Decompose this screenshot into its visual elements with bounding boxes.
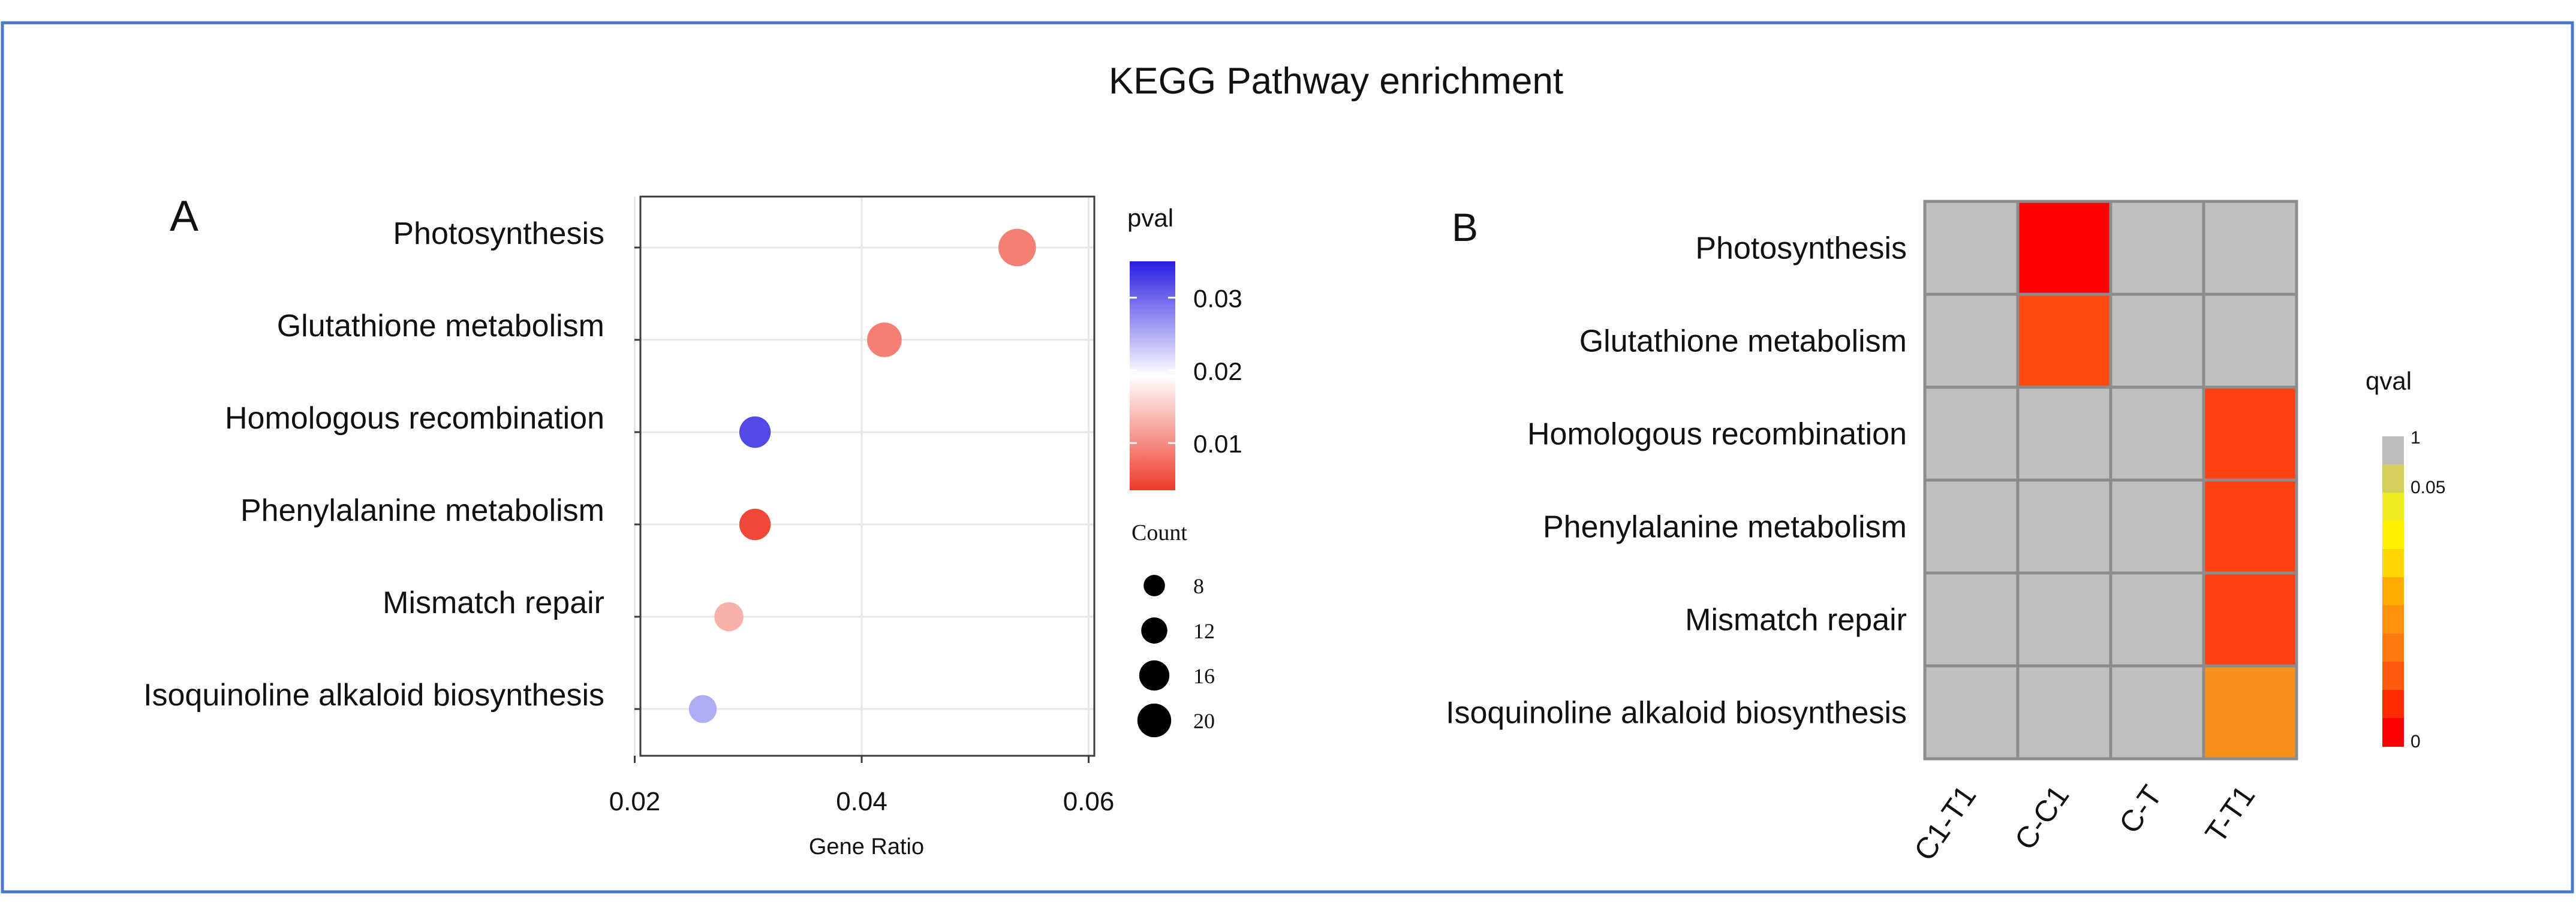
qval-legend-segment [2382,662,2404,690]
panel-b-heatmap: B Photosynthesis Glutathione metabolism Ho… [1446,200,2445,867]
category-label: Glutathione metabolism [277,309,604,343]
heatmap-cell [2109,385,2205,482]
qval-legend-segment [2382,493,2404,521]
panel-b-row-labels: Photosynthesis Glutathione metabolism Homo… [1446,231,1907,731]
heatmap-cell [2202,385,2298,482]
qval-legend-title: qval [2366,367,2412,395]
panel-b-label: B [1452,205,1478,249]
count-legend-label: 20 [1193,709,1215,733]
qval-legend-segment [2382,577,2404,606]
row-label: Glutathione metabolism [1579,324,1907,359]
qval-legend-segment [2382,634,2404,662]
panel-a-label: A [170,192,198,240]
heatmap-cell [2202,664,2298,761]
count-legend: 8 12 16 20 [1137,574,1215,738]
category-label: Homologous recombination [225,401,604,436]
data-point [739,508,771,541]
heatmap-cell [2202,200,2298,296]
panel-a-x-axis: 0.02 0.04 0.06 [609,756,1115,816]
heatmap-cell [2109,478,2205,575]
qval-legend-segment [2382,605,2404,634]
heatmap-cell [2016,385,2112,482]
count-legend-title: Count [1131,520,1187,545]
heatmap-cell [1923,478,2020,575]
count-legend-label: 12 [1193,619,1215,643]
data-point [688,695,717,723]
category-label: Photosynthesis [393,216,604,251]
qval-legend-segment [2382,436,2404,465]
heatmap-cell [2016,200,2112,296]
x-tick-label: 0.04 [836,787,887,816]
pval-legend-title: pval [1127,204,1173,232]
data-point [739,416,771,448]
qval-legend-label: 1 [2411,428,2421,448]
panel-a-plot-frame [639,195,1096,757]
pval-tick-label: 0.02 [1193,357,1242,385]
row-label: Photosynthesis [1695,231,1907,266]
panel-a-x-label: Gene Ratio [809,834,924,859]
heatmap-cell [1923,571,2020,668]
qval-legend-label: 0 [2411,732,2421,752]
heatmap-cell [2109,571,2205,668]
qval-legend-segment [2382,549,2404,578]
heatmap-cell [2109,292,2205,389]
heatmap-cell [1923,385,2020,482]
heatmap-cell [2016,571,2112,668]
x-tick-label: 0.02 [609,787,661,816]
pval-tick-label: 0.01 [1193,430,1242,458]
count-legend-label: 8 [1193,574,1204,598]
data-point [867,322,902,357]
pval-tick-label: 0.03 [1193,285,1242,313]
heatmap-cell [2016,478,2112,575]
heatmap-cell [1923,200,2020,296]
qval-legend-segment [2382,464,2404,493]
row-label: Isoquinoline alkaloid biosynthesis [1446,696,1907,731]
qval-legend-segment [2382,690,2404,719]
heatmap-cell [2202,478,2298,575]
count-legend-dot [1137,703,1172,738]
count-legend-dot [1139,660,1170,691]
category-label: Mismatch repair [383,586,604,620]
row-label: Phenylalanine metabolism [1543,510,1907,545]
count-legend-dot [1143,575,1165,596]
data-point [714,602,744,632]
figure-title: KEGG Pathway enrichment [1109,61,1563,102]
count-legend-label: 16 [1193,664,1215,688]
category-label: Isoquinoline alkaloid biosynthesis [143,678,604,713]
panel-b-cells [1923,200,2298,761]
heatmap-cell [2202,571,2298,668]
qval-legend-segment [2382,718,2404,747]
heatmap-cell [1923,664,2020,761]
heatmap-cell [2109,200,2205,296]
pval-colorbar [1130,261,1175,490]
category-label: Phenylalanine metabolism [240,493,604,528]
heatmap-cell [2109,664,2205,761]
qval-legend-segment [2382,521,2404,550]
heatmap-cell [2016,292,2112,389]
qval-legend-label: 0.05 [2411,478,2445,497]
count-legend-dot [1141,617,1167,644]
heatmap-cell [2016,664,2112,761]
heatmap-cell [1923,292,2020,389]
row-label: Homologous recombination [1527,417,1907,452]
heatmap-cell [2202,292,2298,389]
panel-a-dot-plot: A Photosynthesis Glutathione metabolism Ho… [143,192,1242,859]
qval-legend: 1 0.05 0 [2382,428,2445,752]
panel-a-points [688,228,1036,723]
x-tick-label: 0.06 [1063,787,1115,816]
row-label: Mismatch repair [1685,603,1907,638]
panel-a-category-labels: Photosynthesis Glutathione metabolism Homo… [143,216,640,713]
pval-legend-ticks: 0.03 0.02 0.01 [1130,285,1242,458]
data-point [998,228,1036,267]
